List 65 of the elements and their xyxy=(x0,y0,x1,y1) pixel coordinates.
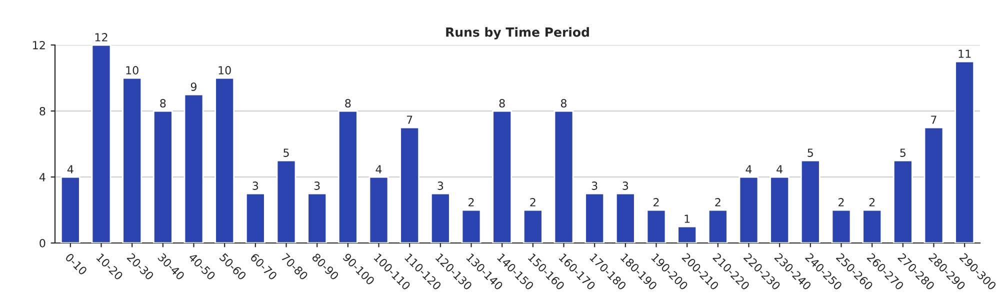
data-label: 2 xyxy=(530,198,536,206)
data-label: 5 xyxy=(284,148,289,157)
bar xyxy=(307,192,328,243)
data-label: 2 xyxy=(869,198,875,206)
data-label: 8 xyxy=(345,99,351,108)
y-tick-label: 0 xyxy=(40,238,46,248)
data-label: 5 xyxy=(808,148,813,157)
bar xyxy=(892,160,913,243)
data-label: 10 xyxy=(126,66,138,74)
data-label: 5 xyxy=(900,148,906,157)
bar xyxy=(60,176,80,243)
bar xyxy=(276,160,296,243)
bar xyxy=(152,110,173,243)
bar xyxy=(554,110,574,243)
bar xyxy=(245,192,266,243)
data-label: 2 xyxy=(468,198,474,206)
data-label: 3 xyxy=(314,182,320,190)
bar xyxy=(924,126,944,243)
data-label: 11 xyxy=(958,50,971,58)
data-label: 8 xyxy=(499,99,505,108)
bar xyxy=(522,209,543,243)
bar xyxy=(646,209,666,243)
bar xyxy=(708,209,728,243)
bar xyxy=(831,209,852,243)
bar xyxy=(184,94,204,243)
y-tick-label: 12 xyxy=(33,40,45,50)
bar xyxy=(862,209,882,243)
data-label: 2 xyxy=(838,198,844,206)
data-label: 7 xyxy=(406,116,412,124)
bar xyxy=(738,176,759,243)
data-label: 4 xyxy=(746,165,752,174)
bar xyxy=(338,110,358,243)
bar xyxy=(430,192,450,243)
data-label: 1 xyxy=(684,214,690,223)
bar xyxy=(214,77,235,243)
chart-title: Runs by Time Period xyxy=(446,27,589,40)
bar xyxy=(461,209,482,243)
bar xyxy=(677,226,698,243)
data-label: 2 xyxy=(654,198,659,206)
bar xyxy=(91,45,112,243)
bar xyxy=(954,60,975,243)
bar xyxy=(584,192,605,243)
data-label: 9 xyxy=(190,82,197,91)
bar xyxy=(800,160,820,243)
y-tick-label: 4 xyxy=(39,173,46,182)
data-label: 8 xyxy=(160,99,166,108)
bar xyxy=(615,192,636,243)
data-label: 3 xyxy=(622,182,628,190)
bar xyxy=(400,126,420,243)
data-label: 12 xyxy=(95,33,108,42)
data-label: 3 xyxy=(252,182,258,190)
data-label: 7 xyxy=(931,116,936,124)
bar xyxy=(492,110,512,243)
data-label: 8 xyxy=(560,99,567,108)
y-tick-label: 8 xyxy=(40,106,46,116)
data-label: 2 xyxy=(715,198,720,206)
data-label: 3 xyxy=(438,182,444,190)
bar xyxy=(122,77,142,243)
data-label: 4 xyxy=(776,165,782,174)
data-label: 4 xyxy=(67,165,74,174)
data-label: 10 xyxy=(218,66,231,74)
bar xyxy=(770,176,790,243)
data-label: 3 xyxy=(592,182,598,190)
bar xyxy=(368,176,389,243)
data-label: 4 xyxy=(376,165,382,174)
